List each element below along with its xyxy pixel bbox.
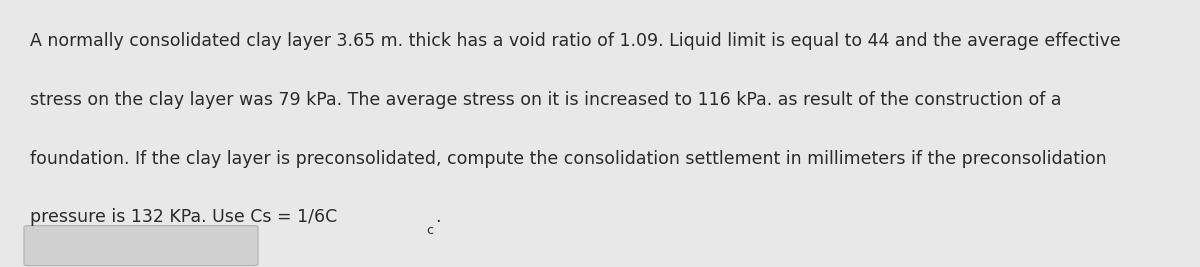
- Text: A normally consolidated clay layer 3.65 m. thick has a void ratio of 1.09. Liqui: A normally consolidated clay layer 3.65 …: [30, 32, 1121, 50]
- FancyBboxPatch shape: [24, 226, 258, 266]
- Text: c: c: [426, 224, 433, 237]
- Text: .: .: [436, 208, 440, 226]
- Text: pressure is 132 KPa. Use Cs = 1/6C: pressure is 132 KPa. Use Cs = 1/6C: [30, 208, 337, 226]
- Text: foundation. If the clay layer is preconsolidated, compute the consolidation sett: foundation. If the clay layer is precons…: [30, 150, 1106, 167]
- Text: stress on the clay layer was 79 kPa. The average stress on it is increased to 11: stress on the clay layer was 79 kPa. The…: [30, 91, 1062, 109]
